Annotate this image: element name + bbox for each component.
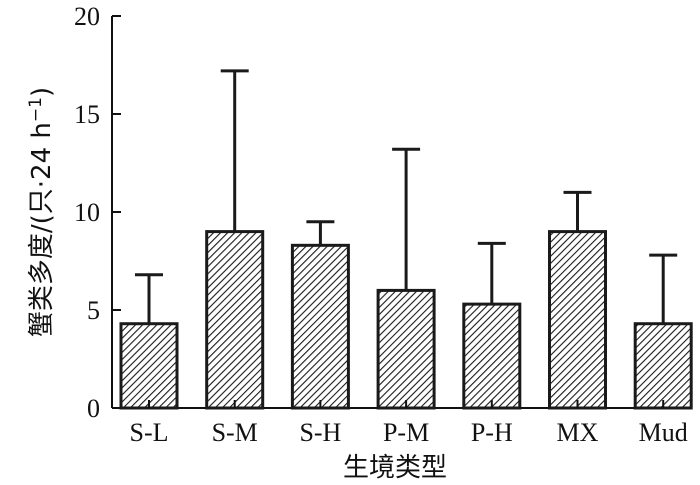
bar (633, 322, 693, 410)
y-ticks: 0 5 10 15 20 (74, 2, 121, 423)
x-tick-label: S-M (212, 418, 258, 447)
bar (376, 288, 436, 410)
bars (119, 69, 693, 410)
y-axis-title-main: 蟹类多度/(只·24 h (27, 122, 57, 337)
x-tick-label: S-L (130, 418, 169, 447)
bar (205, 230, 265, 410)
bar (462, 302, 522, 410)
bar-group (376, 147, 436, 410)
y-axis-title-sup: −1 (26, 97, 46, 122)
y-tick-label: 5 (87, 296, 100, 325)
x-tick-labels: S-L S-M S-H P-M P-H MX Mud (130, 400, 688, 447)
y-tick-label: 10 (74, 198, 100, 227)
y-axis-title-close: ) (27, 87, 57, 97)
y-tick-label: 15 (74, 100, 100, 129)
bar-group (290, 220, 350, 410)
bar-group (119, 273, 179, 410)
bar (290, 243, 350, 410)
bar (119, 322, 179, 410)
x-tick-label: S-H (299, 418, 341, 447)
bar-group (548, 190, 607, 410)
y-axis-title: 蟹类多度/(只·24 h−1) (26, 87, 57, 337)
bar-group (462, 241, 522, 410)
x-tick-label: P-H (471, 418, 513, 447)
x-axis-title: 生境类型 (343, 453, 447, 483)
x-tick-label: Mud (639, 418, 688, 447)
bar-group (205, 69, 265, 410)
y-tick-label: 20 (74, 2, 100, 31)
x-tick-label: P-M (383, 418, 429, 447)
y-tick-label: 0 (87, 394, 100, 423)
x-tick-label: MX (557, 418, 599, 447)
bar-group (633, 253, 693, 410)
bar (548, 230, 607, 410)
